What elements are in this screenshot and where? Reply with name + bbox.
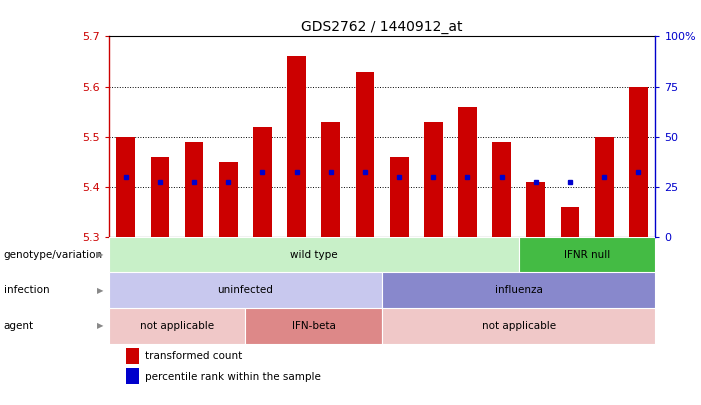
Text: transformed count: transformed count [144,351,242,361]
Text: influenza: influenza [495,285,543,295]
Bar [287,56,306,237]
Bar [594,136,613,237]
Bar [125,348,139,364]
Bar [151,157,170,237]
Bar [109,273,382,308]
Bar [355,72,374,237]
Bar [629,87,648,237]
Text: IFNR null: IFNR null [564,249,610,260]
Bar [458,107,477,237]
Bar [382,308,655,343]
Text: ▶: ▶ [97,250,104,259]
Text: IFN-beta: IFN-beta [292,321,336,331]
Bar [321,122,340,237]
Text: genotype/variation: genotype/variation [4,249,102,260]
Bar [561,207,580,237]
Bar [526,182,545,237]
Bar [219,162,238,237]
Bar [109,237,519,273]
Text: not applicable: not applicable [140,321,214,331]
Text: ▶: ▶ [97,321,104,330]
Bar [253,127,272,237]
Bar [184,142,203,237]
Bar [382,273,655,308]
Bar [519,237,655,273]
Bar [492,142,511,237]
Text: agent: agent [4,321,34,331]
Text: wild type: wild type [290,249,337,260]
Bar [245,308,382,343]
Title: GDS2762 / 1440912_at: GDS2762 / 1440912_at [301,20,463,34]
Text: infection: infection [4,285,49,295]
Bar [424,122,443,237]
Text: not applicable: not applicable [482,321,556,331]
Text: percentile rank within the sample: percentile rank within the sample [144,371,320,382]
Bar [109,308,245,343]
Text: ▶: ▶ [97,286,104,295]
Bar [390,157,409,237]
Bar [116,136,135,237]
Bar [125,369,139,384]
Text: uninfected: uninfected [217,285,273,295]
